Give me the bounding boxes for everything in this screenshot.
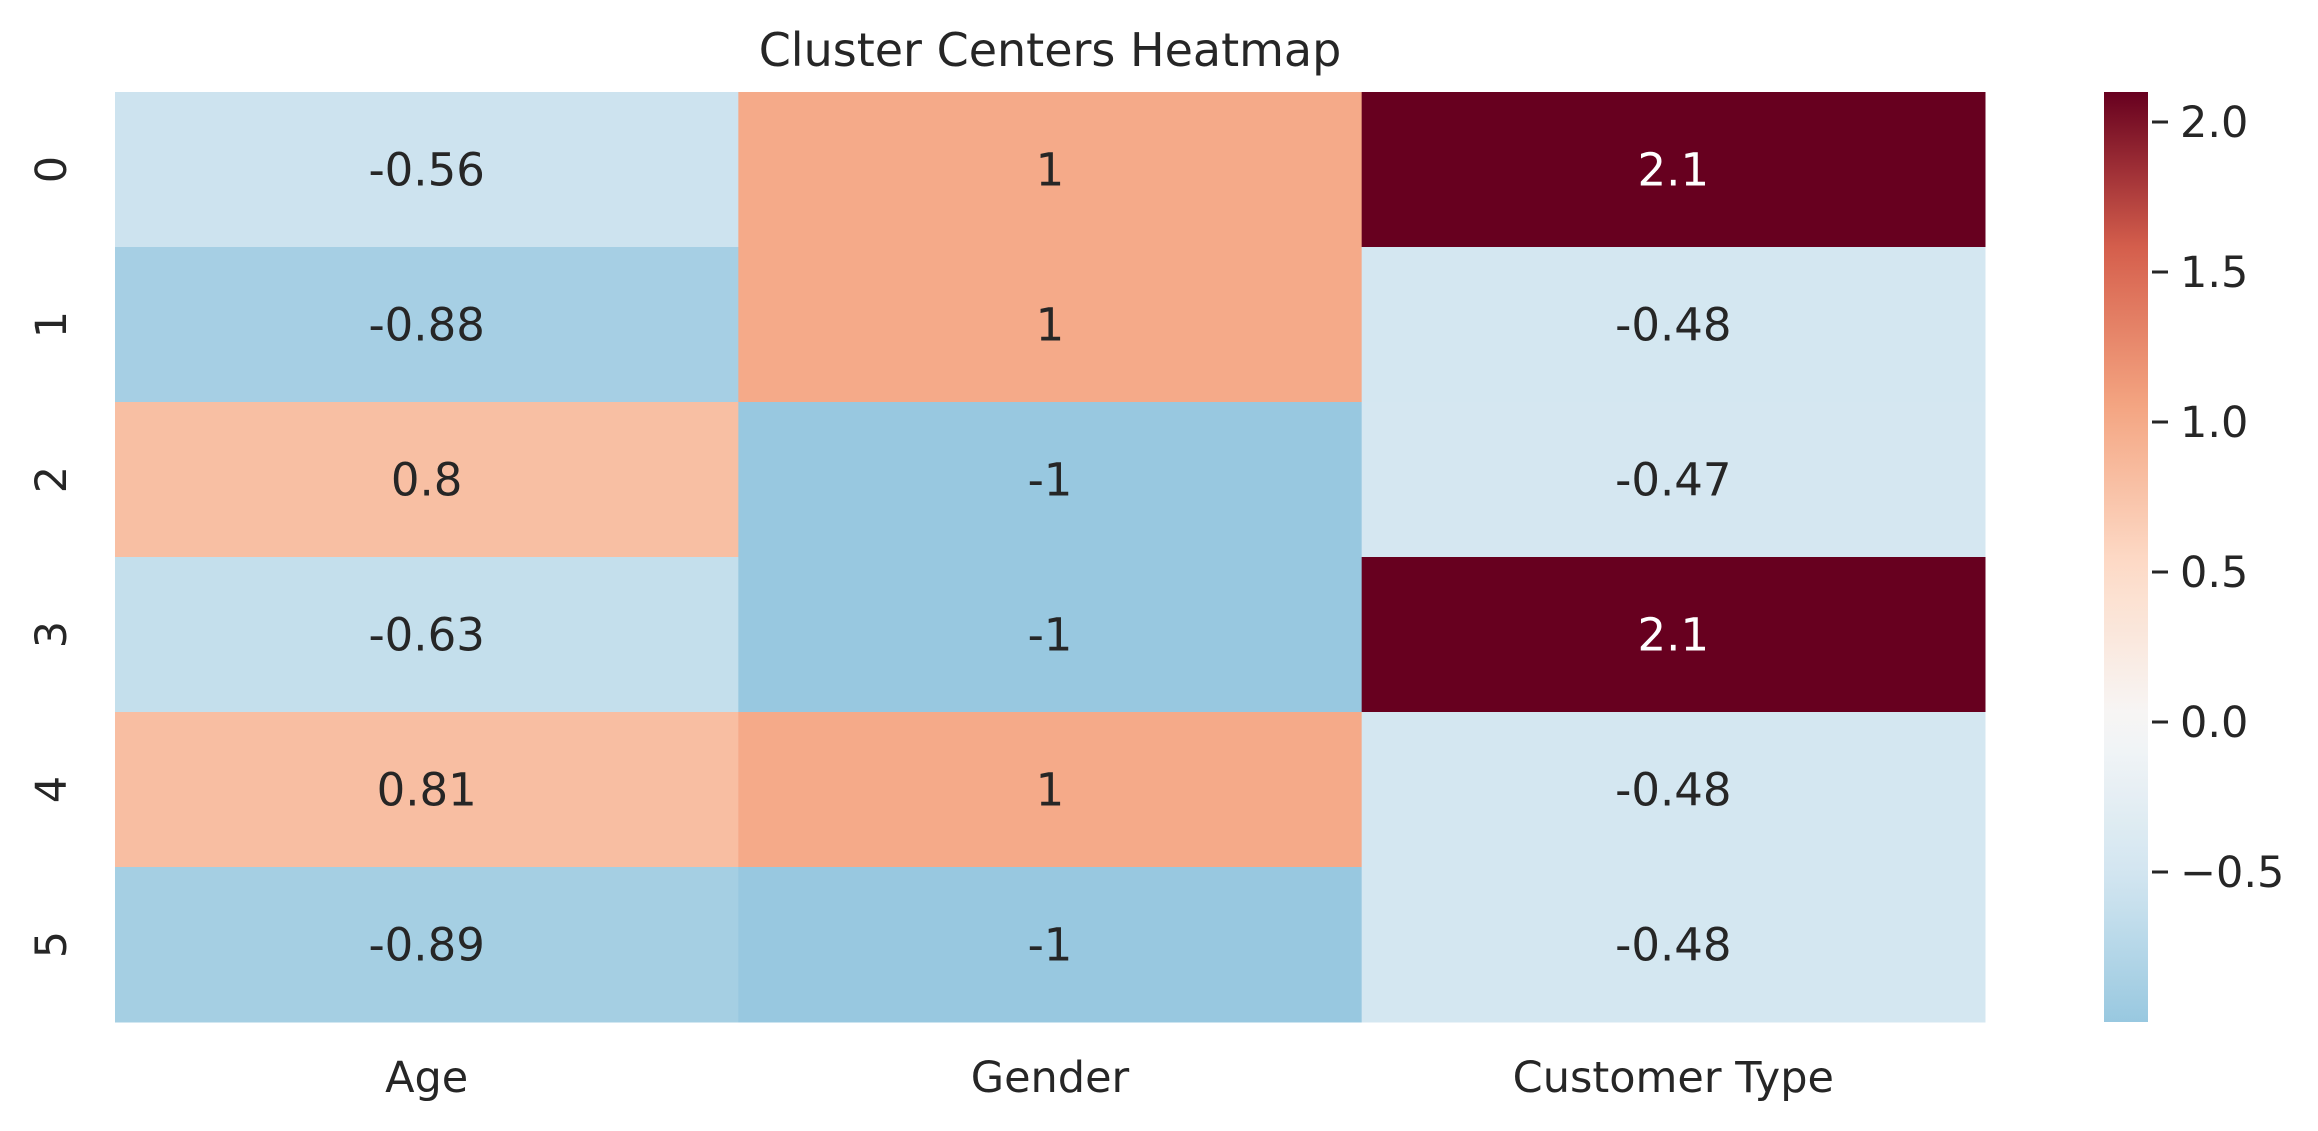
chart-title: Cluster Centers Heatmap — [759, 23, 1342, 77]
row-tick-label: 2 — [27, 466, 77, 493]
cell-annotation: 1 — [1036, 764, 1065, 817]
cell-annotation: -0.47 — [1615, 454, 1731, 507]
colorbar-tick-label: 0.0 — [2180, 698, 2248, 748]
heatmap-cell — [738, 247, 1363, 403]
heatmap-cell — [115, 867, 739, 1023]
row-tick-label: 3 — [27, 621, 77, 648]
cell-annotation: 1 — [1036, 144, 1065, 197]
column-tick-labels: Age Gender Customer Type — [385, 1053, 1834, 1103]
cell-annotation: -1 — [1028, 919, 1073, 972]
cell-annotation: -0.63 — [368, 609, 484, 662]
colorbar-tick-label: 1.0 — [2180, 398, 2248, 448]
row-tick-label: 0 — [27, 156, 77, 183]
column-tick-label: Gender — [971, 1053, 1130, 1103]
cell-annotation: -0.48 — [1615, 919, 1731, 972]
heatmap-cell — [1361, 557, 1986, 713]
cell-annotation: -0.89 — [368, 919, 484, 972]
row-tick-label: 4 — [27, 776, 77, 803]
row-tick-labels: 0 1 2 3 4 5 — [27, 156, 77, 958]
cell-annotation: 0.8 — [391, 454, 463, 507]
row-tick-label: 5 — [27, 931, 77, 958]
heatmap-cell — [115, 557, 739, 713]
column-tick-label: Age — [385, 1053, 468, 1103]
colorbar-tick-label: 2.0 — [2180, 98, 2248, 148]
colorbar-tick-label: 1.5 — [2180, 248, 2248, 298]
heatmap-cell — [115, 92, 739, 248]
colorbar-tick-label: −0.5 — [2180, 848, 2284, 898]
cell-annotation: -1 — [1028, 609, 1073, 662]
heatmap-cell — [115, 712, 739, 868]
heatmap-cell — [738, 712, 1363, 868]
cell-annotation: -1 — [1028, 454, 1073, 507]
cell-annotation: 2.1 — [1638, 144, 1710, 197]
colorbar-tick-label: 0.5 — [2180, 548, 2248, 598]
cell-annotation: 2.1 — [1638, 609, 1710, 662]
heatmap-cell — [738, 402, 1363, 558]
heatmap-cell — [1361, 92, 1986, 248]
heatmap-cell — [738, 867, 1363, 1023]
heatmap-cell — [115, 247, 739, 403]
heatmap-cell — [738, 557, 1363, 713]
cell-annotation: -0.88 — [368, 299, 484, 352]
cell-annotation: 1 — [1036, 299, 1065, 352]
colorbar: 2.0 1.5 1.0 0.5 0.0 −0.5 — [2104, 92, 2284, 1022]
heatmap-cells: -0.56 1 2.1 -0.88 1 -0.48 0.8 -1 -0.47 -0.63 -1 2.1… — [115, 92, 1986, 1023]
cell-annotation: -0.48 — [1615, 764, 1731, 817]
heatmap-cell — [1361, 712, 1986, 868]
cell-annotation: -0.48 — [1615, 299, 1731, 352]
row-tick-label: 1 — [27, 311, 77, 338]
heatmap-cell — [115, 402, 739, 558]
heatmap-cell — [1361, 867, 1986, 1023]
column-tick-label: Customer Type — [1513, 1053, 1834, 1103]
cell-annotation: -0.56 — [368, 144, 484, 197]
cell-annotation: 0.81 — [377, 764, 477, 817]
heatmap-cell — [738, 92, 1363, 248]
heatmap-cell — [1361, 402, 1986, 558]
colorbar-gradient — [2104, 92, 2148, 1022]
heatmap-cell — [1361, 247, 1986, 403]
